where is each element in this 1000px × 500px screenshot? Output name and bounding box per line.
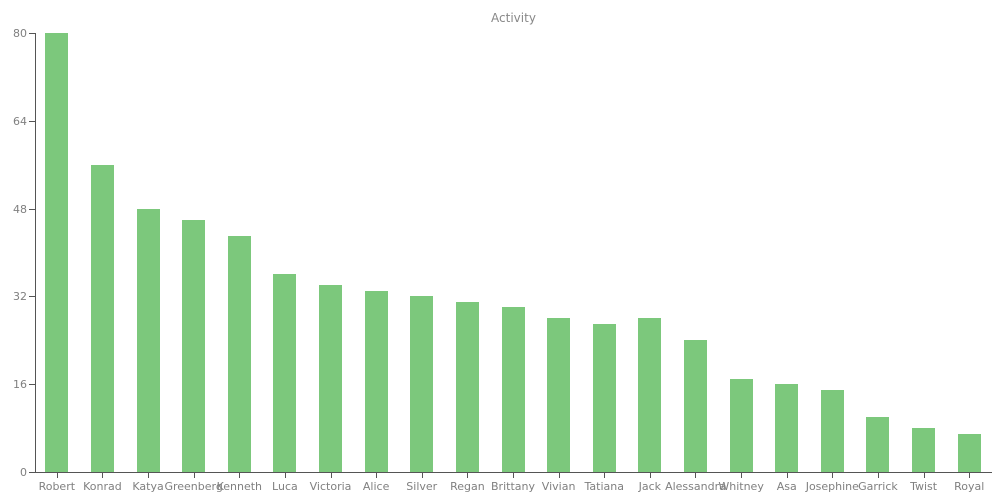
chart-title: Activity [491, 11, 536, 25]
x-tick [558, 473, 560, 478]
bar [957, 433, 981, 472]
y-tick-label: 48 [13, 202, 27, 216]
x-tick-label: Kenneth [216, 480, 262, 493]
x-tick [786, 473, 788, 478]
x-tick [741, 473, 743, 478]
bar [729, 378, 753, 472]
bar [364, 290, 388, 472]
x-tick-label: Vivian [541, 480, 576, 493]
x-tick [832, 473, 834, 478]
x-tick-label: Royal [954, 480, 985, 493]
x-tick [513, 473, 514, 478]
x-tick-label: Luca [272, 480, 298, 493]
x-tick [376, 473, 378, 478]
x-tick [604, 473, 606, 478]
y-tick-label: 0 [20, 466, 27, 479]
x-tick-label: Whitney [718, 480, 764, 493]
bar [319, 285, 343, 472]
x-tick [421, 473, 423, 478]
y-tick [29, 120, 35, 122]
x-tick-label: Robert [38, 480, 76, 493]
bar [912, 428, 936, 472]
bar [227, 236, 251, 472]
bar [90, 164, 114, 472]
x-tick-label: Alessandra [665, 480, 726, 493]
bar [410, 296, 434, 472]
bar [638, 318, 662, 472]
bar [683, 340, 707, 472]
x-tick [695, 473, 697, 478]
bar [592, 323, 616, 472]
x-tick-label: Garrick [858, 480, 898, 493]
y-axis-line [35, 33, 36, 473]
bar [136, 208, 160, 472]
x-tick [239, 473, 241, 478]
bar [775, 384, 799, 472]
x-tick [467, 473, 469, 478]
y-tick-label: 32 [13, 290, 27, 304]
y-tick [29, 296, 35, 298]
y-tick [29, 384, 35, 386]
x-tick-label: Josephine [805, 480, 859, 493]
x-tick [102, 473, 104, 478]
x-axis-line [35, 472, 992, 473]
x-tick [148, 473, 150, 478]
x-tick [193, 473, 195, 478]
x-tick-label: Konrad [83, 480, 122, 493]
x-tick [923, 473, 925, 478]
bar [182, 219, 206, 472]
x-tick-label: Asa [776, 480, 797, 493]
y-tick [29, 208, 35, 210]
x-tick [877, 473, 879, 478]
bar [501, 307, 525, 472]
bar [45, 33, 69, 472]
x-tick-label: Tatiana [584, 480, 624, 493]
x-tick-label: Regan [450, 480, 485, 493]
x-tick-label: Greenberg [164, 480, 223, 493]
x-tick [969, 473, 971, 478]
bar [547, 318, 571, 472]
y-tick [29, 33, 35, 34]
y-tick [29, 472, 35, 473]
y-tick-label: 80 [13, 27, 27, 40]
y-tick-label: 16 [13, 378, 27, 392]
x-tick-label: Silver [406, 480, 438, 493]
x-tick [284, 473, 286, 478]
x-tick [649, 473, 651, 478]
bar [455, 301, 479, 472]
x-tick-label: Twist [910, 480, 938, 493]
bar [866, 417, 890, 472]
x-tick-label: Jack [638, 480, 662, 493]
bar [820, 389, 844, 472]
x-tick-label: Brittany [491, 480, 535, 493]
x-tick [56, 473, 58, 478]
y-tick-label: 64 [13, 114, 27, 128]
x-tick-label: Victoria [309, 480, 352, 493]
x-tick [330, 473, 332, 478]
x-tick-label: Alice [362, 480, 390, 493]
x-tick-label: Katya [132, 480, 164, 493]
bar [273, 274, 297, 472]
